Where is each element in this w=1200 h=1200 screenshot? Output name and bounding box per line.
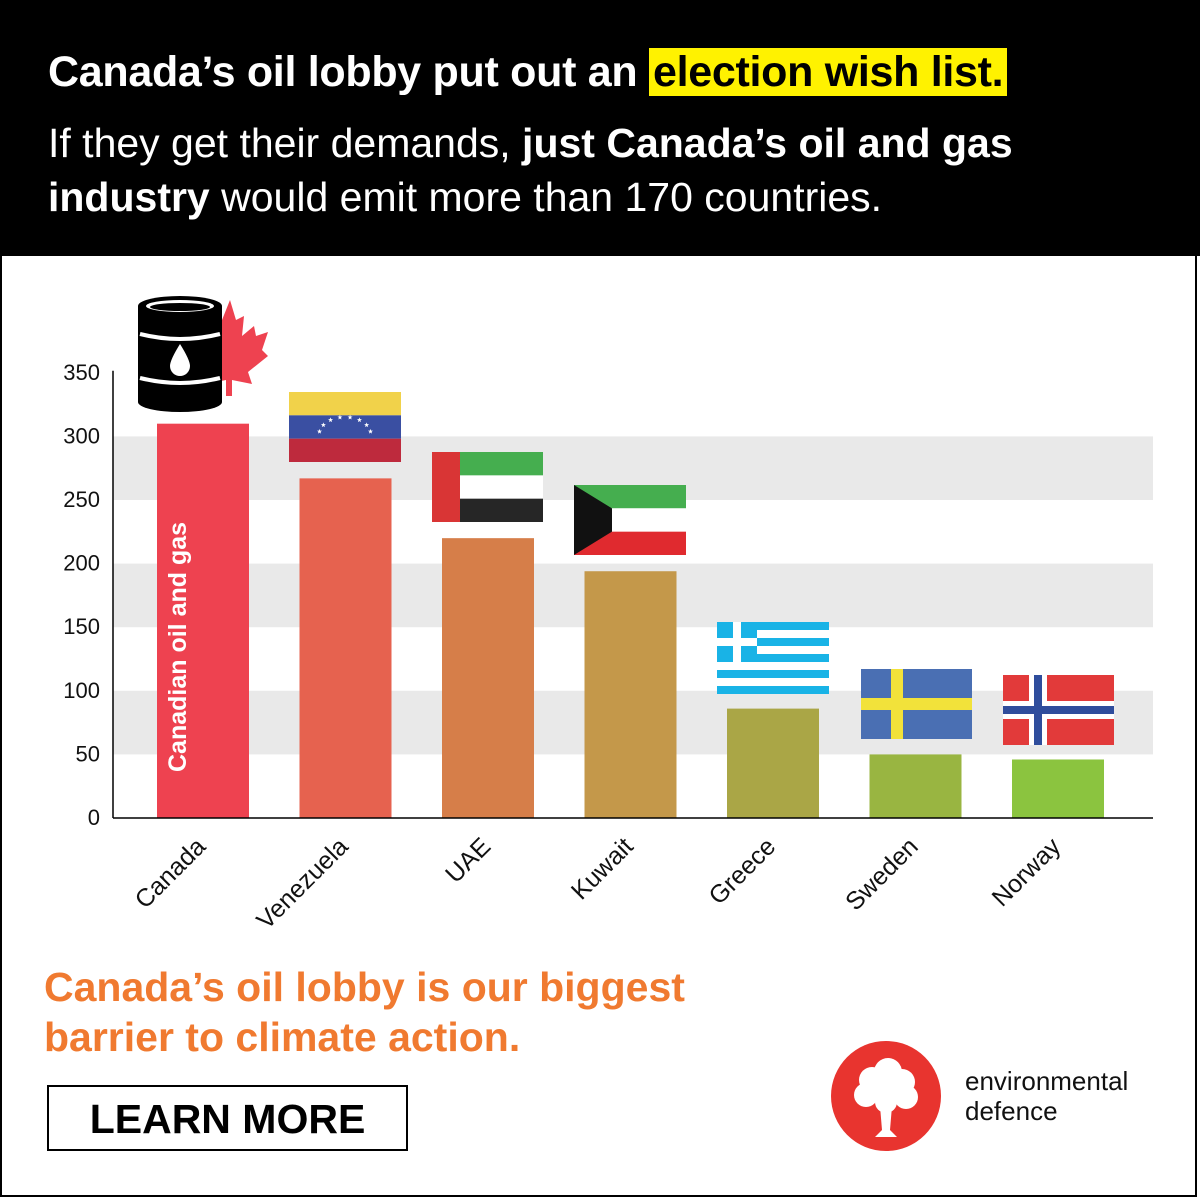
x-tick-label: Greece [703,832,781,910]
tagline-line-1: Canada’s oil lobby is our biggest [44,964,685,1010]
bar-norway [1012,759,1104,818]
x-tick-label: Norway [987,832,1067,912]
subheadline: If they get their demands, just Canada’s… [48,116,1168,224]
oil-barrel-maple-leaf-icon [138,296,268,412]
y-tick-label: 100 [63,678,100,703]
tagline-line-2: barrier to climate action. [44,1014,521,1060]
y-tick-label: 200 [63,551,100,576]
x-tick-label: Kuwait [566,832,639,905]
bar-kuwait [584,571,677,818]
brand-line-1: environmental [965,1066,1129,1096]
kuwait-flag [574,485,686,555]
learn-more-button[interactable]: LEARN MORE [47,1085,408,1151]
tree-logo-icon [831,1041,941,1151]
emissions-bar-chart: 0 50 100 150 200 250 300 350 Canadian oil and g… [63,296,1153,935]
subheadline-bold: just Canada’s oil and gas industry [48,120,1013,220]
subheadline-text-1: If they get their demands, [48,120,523,166]
y-tick-label: 350 [63,360,100,385]
norway-flag [1003,675,1114,745]
headline-text: Canada’s oil lobby put out an [48,48,649,96]
y-tick-label: 300 [63,423,100,448]
content-frame [0,256,1197,1197]
y-tick-label: 250 [63,487,100,512]
bar-sweden [869,754,962,818]
uae-flag [432,452,543,522]
x-tick-label: UAE [440,832,496,888]
y-tick-label: 0 [88,805,100,830]
x-tick-label: Sweden [840,832,924,916]
tagline: Canada’s oil lobby is our biggest barrie… [44,962,685,1062]
venezuela-flag [289,392,401,462]
greece-flag [717,622,829,694]
y-axis-ticks: 0 50 100 150 200 250 300 350 [63,360,100,830]
bar-greece [727,708,819,818]
headline-highlight: election wish list. [648,48,1008,96]
bar-uae [442,538,534,818]
sweden-flag [861,669,972,739]
header-banner: Canada’s oil lobby put out an election w… [0,0,1200,256]
y-tick-label: 150 [63,614,100,639]
y-tick-label: 50 [76,741,100,766]
brand-wordmark: environmental defence [965,1066,1128,1126]
x-axis-labels: Canada Venezuela UAE Kuwait Greece Sweden Norw… [130,832,1067,935]
headline: Canada’s oil lobby put out an election w… [48,48,1008,97]
bar-venezuela [299,478,392,818]
x-tick-label: Canada [130,832,212,914]
bar-canada [157,423,249,818]
x-tick-label: Venezuela [251,832,353,934]
bars: Canadian oil and gas [157,423,1104,818]
subheadline-text-2: would emit more than 170 countries. [209,174,883,220]
flag-icons [138,296,1114,745]
brand-line-2: defence [965,1096,1058,1126]
bar-inline-label: Canadian oil and gas [164,522,192,772]
